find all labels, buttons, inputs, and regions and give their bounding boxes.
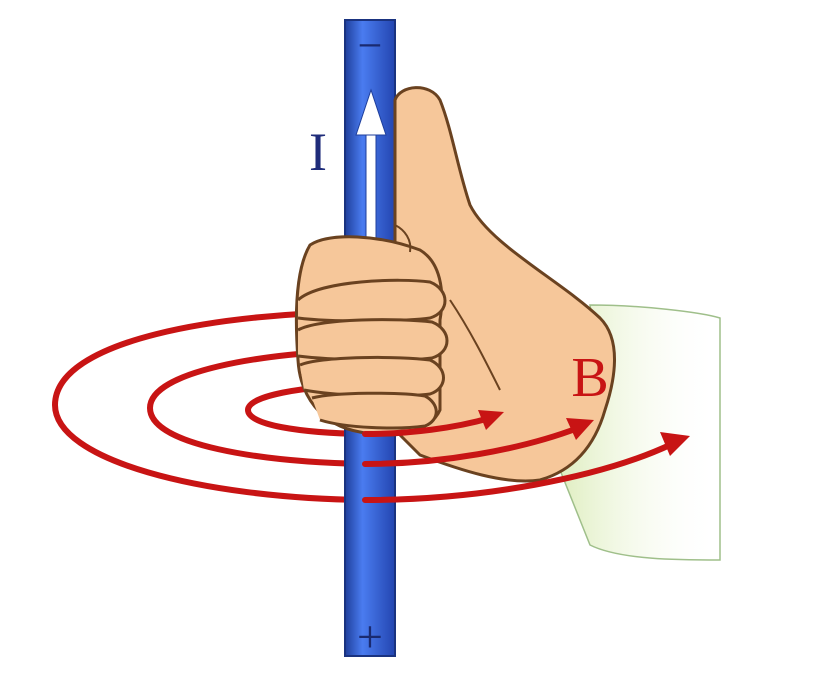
finger-little	[311, 391, 438, 430]
finger-ring	[299, 355, 445, 398]
negative-terminal-sign: −	[358, 21, 383, 70]
thumb-and-palm	[393, 86, 616, 483]
right-hand-thumb-up-icon	[294, 86, 616, 483]
field-lines-front	[362, 415, 675, 503]
field-line-middle-front	[362, 425, 581, 467]
current-label: I	[309, 122, 327, 182]
positive-terminal-sign: +	[357, 611, 383, 662]
field-line-inner-front	[362, 415, 493, 437]
thumb-crease	[394, 224, 412, 253]
field-arrowhead-middle	[566, 418, 594, 440]
field-arrowhead-outer	[660, 432, 690, 456]
magnetic-field-label: B	[571, 347, 608, 409]
current-arrow-head	[355, 88, 387, 136]
finger-middle	[297, 318, 449, 362]
arrow-right-icon	[478, 410, 690, 456]
field-arrowhead-inner	[478, 410, 504, 430]
field-line-middle-back	[146, 347, 373, 467]
palm-crease	[449, 299, 501, 391]
field-line-outer-back	[51, 309, 373, 503]
field-line-outer-front	[362, 441, 675, 503]
